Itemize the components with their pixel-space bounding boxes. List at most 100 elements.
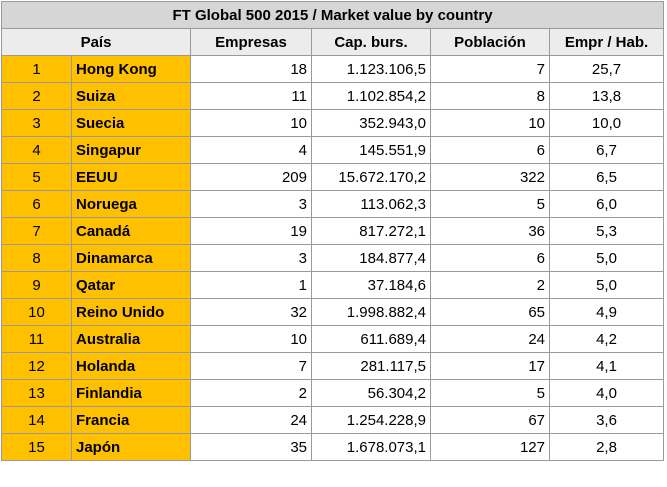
cap-burs-cell: 1.998.882,4 <box>311 298 431 326</box>
cap-burs-cell: 1.254.228,9 <box>311 406 431 434</box>
cap-burs-cell: 1.678.073,1 <box>311 433 431 461</box>
poblacion-cell: 17 <box>430 352 550 380</box>
table-row: 12 Holanda 7 281.117,5 17 4,1 <box>1 352 665 380</box>
empresas-cell: 35 <box>190 433 312 461</box>
rank-cell: 2 <box>1 82 72 110</box>
country-cell: Noruega <box>71 190 191 218</box>
empresas-cell: 3 <box>190 190 312 218</box>
table-row: 9 Qatar 1 37.184,6 2 5,0 <box>1 271 665 299</box>
cap-burs-cell: 611.689,4 <box>311 325 431 353</box>
empresas-cell: 3 <box>190 244 312 272</box>
rank-cell: 1 <box>1 55 72 83</box>
cap-burs-cell: 15.672.170,2 <box>311 163 431 191</box>
country-cell: Singapur <box>71 136 191 164</box>
country-cell: Holanda <box>71 352 191 380</box>
country-cell: EEUU <box>71 163 191 191</box>
cap-burs-cell: 113.062,3 <box>311 190 431 218</box>
table-row: 11 Australia 10 611.689,4 24 4,2 <box>1 325 665 353</box>
empresas-cell: 7 <box>190 352 312 380</box>
country-cell: Canadá <box>71 217 191 245</box>
country-cell: Reino Unido <box>71 298 191 326</box>
rank-cell: 13 <box>1 379 72 407</box>
cap-burs-cell: 37.184,6 <box>311 271 431 299</box>
empresas-cell: 19 <box>190 217 312 245</box>
table-row: 4 Singapur 4 145.551,9 6 6,7 <box>1 136 665 164</box>
empresas-cell: 1 <box>190 271 312 299</box>
ratio-cell: 6,0 <box>548 190 665 218</box>
header-pais: País <box>1 28 191 56</box>
poblacion-cell: 322 <box>430 163 550 191</box>
rank-cell: 11 <box>1 325 72 353</box>
poblacion-cell: 127 <box>430 433 550 461</box>
poblacion-cell: 7 <box>430 55 550 83</box>
rank-cell: 8 <box>1 244 72 272</box>
header-poblacion: Población <box>430 28 550 56</box>
ratio-cell: 2,8 <box>548 433 665 461</box>
ratio-cell: 4,9 <box>548 298 665 326</box>
empresas-cell: 10 <box>190 109 312 137</box>
empresas-cell: 18 <box>190 55 312 83</box>
rank-cell: 9 <box>1 271 72 299</box>
ratio-cell: 4,1 <box>548 352 665 380</box>
header-empresas: Empresas <box>190 28 312 56</box>
table-row: 7 Canadá 19 817.272,1 36 5,3 <box>1 217 665 245</box>
cap-burs-cell: 817.272,1 <box>311 217 431 245</box>
country-cell: Dinamarca <box>71 244 191 272</box>
country-cell: Suiza <box>71 82 191 110</box>
cap-burs-cell: 281.117,5 <box>311 352 431 380</box>
poblacion-cell: 36 <box>430 217 550 245</box>
ratio-cell: 13,8 <box>548 82 665 110</box>
cap-burs-cell: 1.102.854,2 <box>311 82 431 110</box>
empresas-cell: 4 <box>190 136 312 164</box>
ratio-cell: 25,7 <box>548 55 665 83</box>
poblacion-cell: 2 <box>430 271 550 299</box>
header-ratio: Empr / Hab. <box>548 28 665 56</box>
table-row: 10 Reino Unido 32 1.998.882,4 65 4,9 <box>1 298 665 326</box>
rank-cell: 10 <box>1 298 72 326</box>
rank-cell: 3 <box>1 109 72 137</box>
empresas-cell: 10 <box>190 325 312 353</box>
table-row: 6 Noruega 3 113.062,3 5 6,0 <box>1 190 665 218</box>
cap-burs-cell: 184.877,4 <box>311 244 431 272</box>
ratio-cell: 10,0 <box>548 109 665 137</box>
cap-burs-cell: 352.943,0 <box>311 109 431 137</box>
country-cell: Hong Kong <box>71 55 191 83</box>
table-row: 15 Japón 35 1.678.073,1 127 2,8 <box>1 433 665 461</box>
empresas-cell: 209 <box>190 163 312 191</box>
cap-burs-cell: 145.551,9 <box>311 136 431 164</box>
ratio-cell: 6,5 <box>548 163 665 191</box>
poblacion-cell: 67 <box>430 406 550 434</box>
rank-cell: 14 <box>1 406 72 434</box>
table-row: 3 Suecia 10 352.943,0 10 10,0 <box>1 109 665 137</box>
cap-burs-cell: 1.123.106,5 <box>311 55 431 83</box>
empresas-cell: 11 <box>190 82 312 110</box>
empresas-cell: 2 <box>190 379 312 407</box>
table-row: 8 Dinamarca 3 184.877,4 6 5,0 <box>1 244 665 272</box>
ratio-cell: 3,6 <box>548 406 665 434</box>
poblacion-cell: 6 <box>430 244 550 272</box>
ratio-cell: 4,2 <box>548 325 665 353</box>
title-row: FT Global 500 2015 / Market value by cou… <box>0 1 665 29</box>
ratio-cell: 6,7 <box>548 136 665 164</box>
country-cell: Francia <box>71 406 191 434</box>
rank-cell: 5 <box>1 163 72 191</box>
rank-cell: 4 <box>1 136 72 164</box>
country-cell: Finlandia <box>71 379 191 407</box>
ratio-cell: 5,0 <box>548 244 665 272</box>
country-cell: Japón <box>71 433 191 461</box>
ratio-cell: 5,0 <box>548 271 665 299</box>
header-cap-burs: Cap. burs. <box>311 28 431 56</box>
empresas-cell: 24 <box>190 406 312 434</box>
poblacion-cell: 65 <box>430 298 550 326</box>
table-row: 14 Francia 24 1.254.228,9 67 3,6 <box>1 406 665 434</box>
header-row: País Empresas Cap. burs. Población Empr … <box>1 28 665 56</box>
poblacion-cell: 10 <box>430 109 550 137</box>
poblacion-cell: 5 <box>430 379 550 407</box>
country-cell: Suecia <box>71 109 191 137</box>
rank-cell: 12 <box>1 352 72 380</box>
country-cell: Australia <box>71 325 191 353</box>
rank-cell: 6 <box>1 190 72 218</box>
cap-burs-cell: 56.304,2 <box>311 379 431 407</box>
ratio-cell: 5,3 <box>548 217 665 245</box>
rank-cell: 7 <box>1 217 72 245</box>
